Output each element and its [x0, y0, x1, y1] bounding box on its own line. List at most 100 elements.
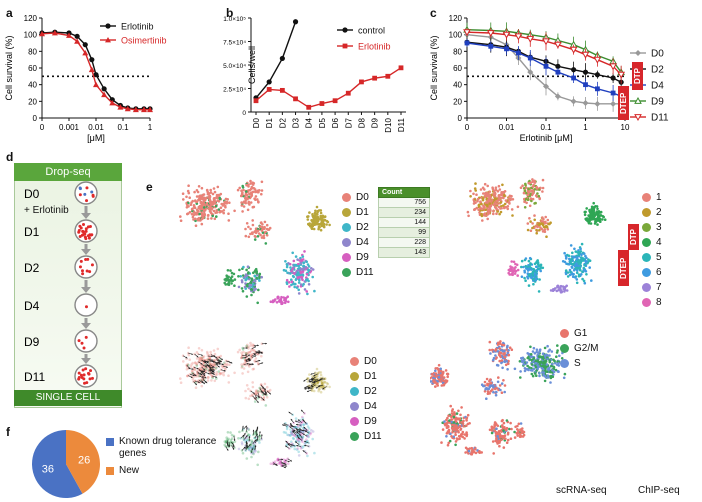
umap-point [247, 447, 250, 451]
velocity-arrow-head [215, 356, 218, 359]
legend-label: D9 [364, 416, 377, 427]
timepoint-label: D1 [24, 225, 40, 239]
umap-point [451, 412, 455, 416]
umap-point [529, 220, 532, 223]
umap-point [572, 272, 575, 276]
umap-point [252, 445, 255, 448]
velocity-arrow-head [296, 434, 299, 437]
umap-point [248, 203, 251, 206]
umap-point [496, 190, 500, 193]
velocity-arrow-head [295, 428, 298, 430]
umap-point [493, 424, 496, 427]
umap-point [541, 223, 545, 227]
umap-point [306, 439, 309, 443]
umap-point [207, 369, 210, 372]
umap-point [222, 371, 226, 374]
umap-point [291, 433, 294, 436]
umap-point [212, 349, 216, 352]
umap-point [189, 365, 193, 368]
umap-point [502, 435, 505, 439]
umap-point [254, 195, 258, 198]
umap-point [301, 417, 305, 420]
y-axis-label: Cell survival (%) [429, 35, 439, 100]
umap-point [251, 393, 254, 396]
umap-point [228, 363, 231, 366]
velocity-arrow-head [252, 429, 255, 432]
umap-point [452, 435, 455, 438]
umap-point [198, 366, 202, 370]
umap-point [241, 355, 244, 358]
umap-point [446, 372, 450, 376]
umap-point [291, 251, 294, 255]
data-point [147, 106, 153, 113]
legend-dot [350, 432, 359, 441]
umap-point [295, 436, 299, 439]
umap-point [538, 228, 541, 232]
velocity-arrow-head [256, 435, 259, 438]
data-point [372, 75, 378, 81]
umap-point [432, 376, 435, 380]
umap-point [510, 194, 513, 198]
umap-point [301, 440, 304, 444]
legend-swatch [106, 438, 114, 446]
data-point [504, 46, 509, 52]
umap-point [475, 206, 479, 210]
umap-point [320, 386, 324, 390]
data-point [359, 79, 364, 85]
umap-point [502, 429, 505, 432]
umap-point [321, 383, 325, 387]
umap-point [310, 219, 313, 222]
umap-point [535, 350, 538, 354]
x-tick-label: 0.01 [499, 123, 515, 132]
velocity-arrow-head [290, 459, 292, 462]
umap-point [241, 372, 244, 375]
umap-point [310, 267, 313, 270]
umap-point [300, 420, 303, 424]
data-point [527, 55, 533, 61]
velocity-arrow-head [227, 445, 229, 447]
umap-point [599, 211, 603, 214]
data-point [293, 96, 298, 102]
umap-point [251, 219, 254, 222]
velocity-arrow-head [204, 376, 207, 379]
umap-point [248, 445, 252, 449]
umap-point [252, 289, 256, 292]
umap-point [505, 419, 509, 422]
umap-point [206, 217, 210, 220]
cell-dot [84, 305, 88, 309]
umap-point [472, 449, 475, 453]
umap-point [186, 351, 190, 355]
umap-point [295, 273, 298, 276]
umap-point [534, 201, 537, 205]
umap-point [534, 362, 537, 365]
legend-marker [635, 50, 641, 56]
velocity-arrow-head [207, 360, 209, 363]
umap-point [507, 271, 510, 275]
umap-point [482, 192, 485, 195]
umap-point [295, 286, 299, 289]
y-tick-label: 80 [28, 47, 37, 56]
velocity-arrow-head [256, 429, 258, 431]
velocity-arrow-head [256, 401, 259, 403]
umap-point [575, 281, 579, 285]
umap-point [243, 285, 247, 289]
umap-point [519, 428, 522, 431]
umap-point [238, 430, 241, 434]
umap-point [449, 404, 452, 408]
legend-label: D4 [651, 81, 664, 92]
x-tick-label: 1 [583, 123, 588, 132]
data-point [319, 101, 325, 106]
velocity-arrow-head [285, 445, 287, 448]
data-point [39, 30, 45, 37]
umap-point [291, 267, 294, 271]
umap-point [197, 216, 201, 220]
umap-point [444, 379, 448, 382]
umap-point [238, 348, 241, 352]
umap-point [529, 353, 533, 356]
umap-point [450, 409, 454, 413]
umap-point [311, 386, 314, 390]
legend-item: 6 [642, 265, 662, 280]
umap-point [223, 443, 226, 447]
umap-point [532, 191, 535, 195]
umap-point [320, 385, 323, 389]
